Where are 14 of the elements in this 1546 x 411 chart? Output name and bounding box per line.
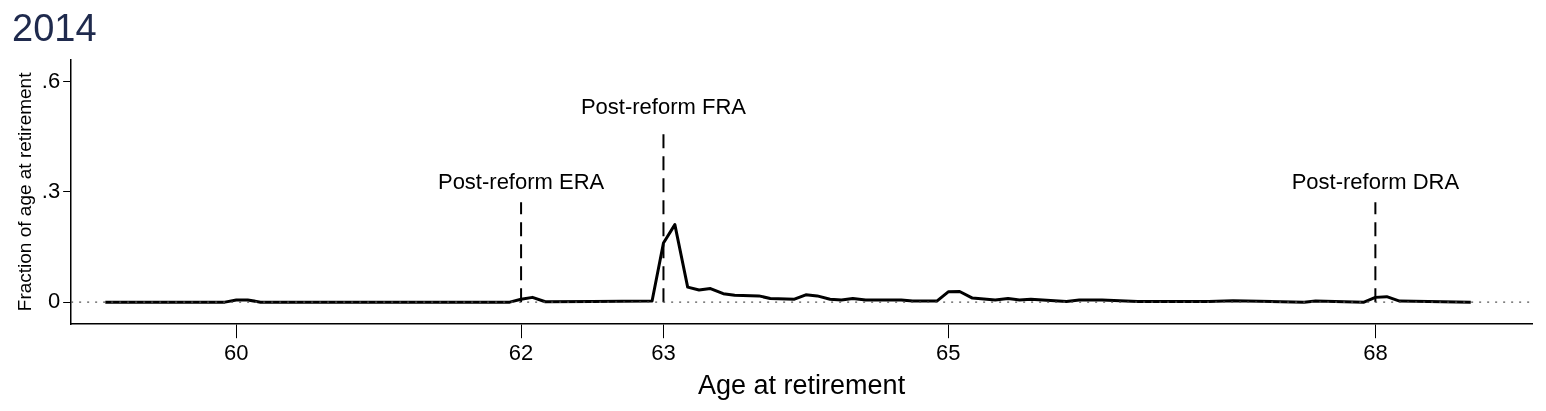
x-axis-title: Age at retirement	[698, 370, 906, 401]
x-tick-label: 68	[1363, 340, 1388, 366]
ref-line-label: Post-reform FRA	[580, 94, 747, 120]
ref-line-label: Post-reform DRA	[1291, 169, 1460, 195]
x-tick-label: 63	[651, 340, 676, 366]
y-tick-label: 0	[47, 288, 61, 314]
y-tick-label: .6	[41, 67, 61, 93]
x-tick-label: 62	[508, 340, 534, 366]
x-tick-label: 65	[935, 340, 961, 366]
ref-line-label: Post-reform ERA	[437, 169, 605, 195]
chart-title: 2014	[12, 7, 97, 50]
y-axis-title: Fraction of age at retirement	[13, 71, 35, 312]
y-tick-label: .3	[41, 177, 61, 203]
x-tick-label: 60	[224, 340, 249, 366]
